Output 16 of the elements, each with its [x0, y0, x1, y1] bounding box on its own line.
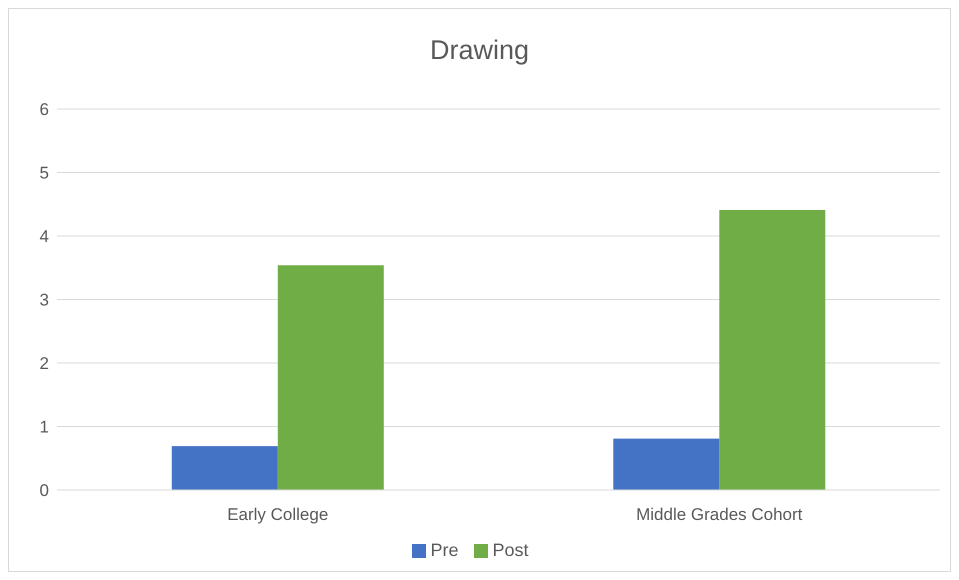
y-tick-label: 2 — [40, 354, 49, 374]
y-tick-label: 3 — [40, 290, 49, 310]
y-tick-label: 6 — [40, 100, 49, 120]
x-tick-label: Middle Grades Cohort — [636, 505, 803, 524]
legend-label: Post — [492, 540, 529, 560]
y-tick-label: 0 — [40, 481, 49, 500]
chart-title: Drawing — [428, 34, 530, 67]
x-tick-label: Early College — [227, 505, 328, 524]
y-tick-label: 4 — [40, 227, 49, 246]
bar — [613, 438, 720, 490]
legend-label: Pre — [430, 540, 458, 560]
y-tick-label: 1 — [40, 418, 49, 437]
bar — [719, 210, 826, 490]
bar — [172, 446, 278, 490]
bar — [278, 265, 384, 490]
y-tick-label: 5 — [40, 164, 49, 183]
